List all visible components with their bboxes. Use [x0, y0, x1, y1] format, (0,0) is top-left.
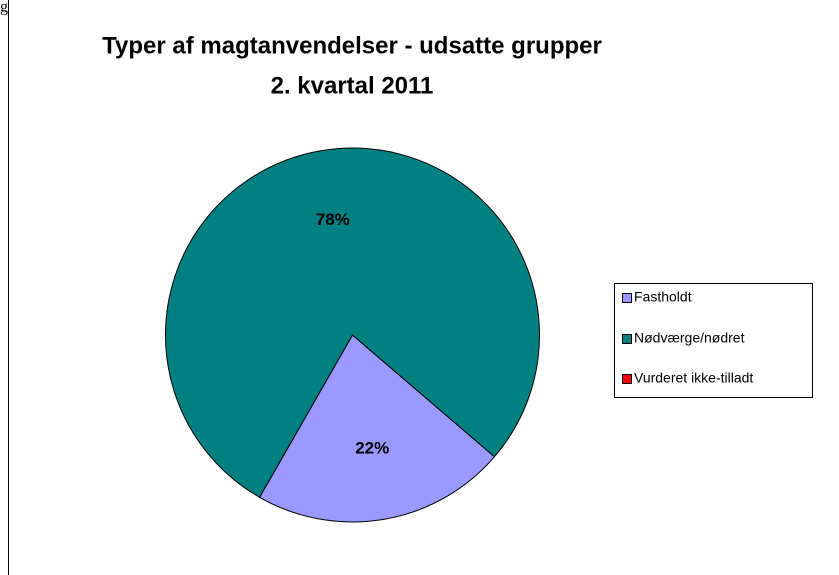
chart-subtitle: 2. kvartal 2011	[271, 72, 434, 99]
legend-swatch	[622, 334, 632, 344]
legend-swatch	[622, 293, 632, 303]
legend: Fastholdt Nødværge/nødret Vurderet ikke-ti…	[622, 289, 753, 386]
pie-slice	[165, 147, 540, 498]
legend-label: Fastholdt	[634, 289, 692, 305]
pie: 22% 78%	[165, 147, 540, 523]
text-fragment: g	[0, 0, 8, 16]
legend-swatch	[622, 374, 632, 384]
chart-title: Typer af magtanvendelser - udsatte grupp…	[102, 32, 602, 59]
data-label: 78%	[316, 210, 350, 229]
pie-slice	[258, 334, 496, 523]
legend-label: Nødværge/nødret	[634, 330, 745, 346]
legend-box	[614, 283, 813, 398]
data-label: 22%	[355, 439, 389, 458]
legend-label: Vurderet ikke-tilladt	[634, 370, 753, 386]
